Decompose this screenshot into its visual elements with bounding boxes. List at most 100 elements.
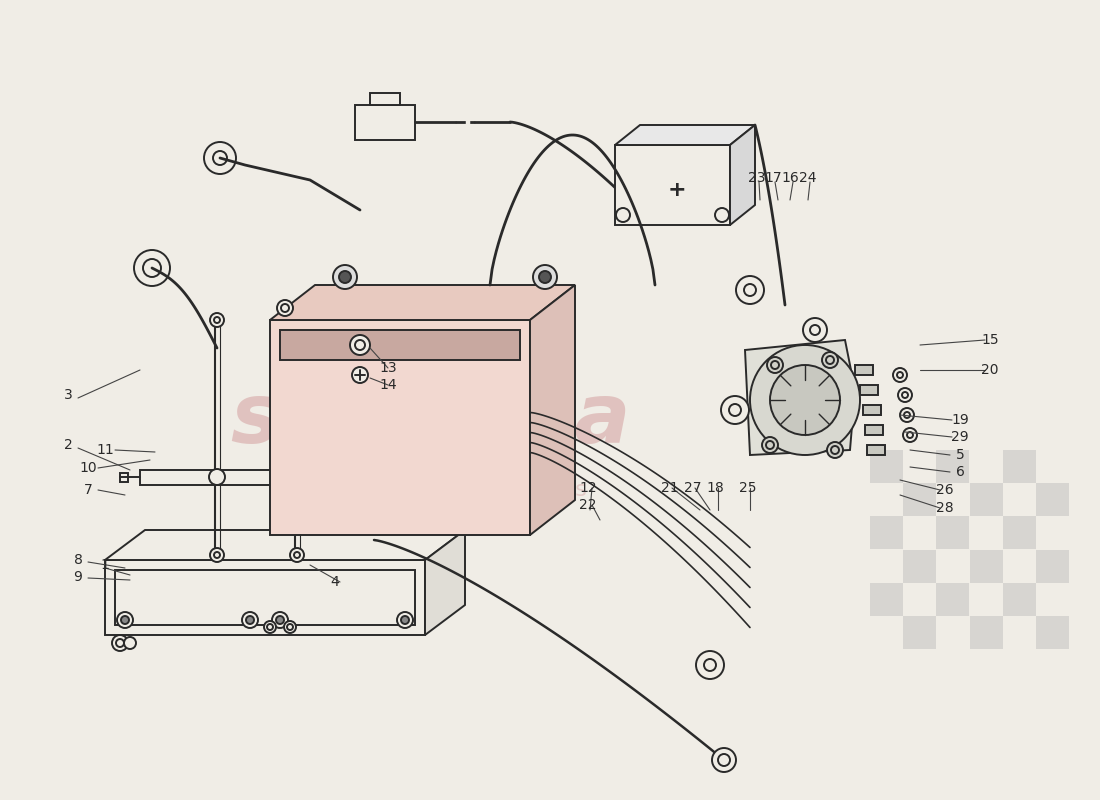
Bar xyxy=(970,483,1003,516)
Polygon shape xyxy=(615,125,755,145)
Circle shape xyxy=(770,365,840,435)
Text: 9: 9 xyxy=(74,570,82,584)
Circle shape xyxy=(898,388,912,402)
Text: 24: 24 xyxy=(800,171,816,185)
Circle shape xyxy=(736,276,764,304)
Circle shape xyxy=(210,548,224,562)
Text: 8: 8 xyxy=(74,553,82,567)
Bar xyxy=(1036,616,1069,649)
Circle shape xyxy=(209,469,226,485)
Bar xyxy=(903,550,936,583)
Bar xyxy=(370,93,400,105)
Circle shape xyxy=(204,142,236,174)
Bar xyxy=(120,473,128,482)
Bar xyxy=(870,583,903,616)
Text: +: + xyxy=(668,180,686,200)
Polygon shape xyxy=(270,285,575,320)
Circle shape xyxy=(397,612,412,628)
Text: 6: 6 xyxy=(956,465,965,479)
Bar xyxy=(280,330,520,360)
Circle shape xyxy=(290,548,304,562)
Circle shape xyxy=(712,748,736,772)
Bar xyxy=(355,105,415,140)
Bar xyxy=(1003,516,1036,549)
Circle shape xyxy=(276,616,284,624)
Text: 14: 14 xyxy=(379,378,397,392)
Text: 4: 4 xyxy=(331,575,340,589)
Bar xyxy=(970,616,1003,649)
Circle shape xyxy=(827,442,843,458)
Circle shape xyxy=(762,437,778,453)
Circle shape xyxy=(117,612,133,628)
Bar xyxy=(615,145,730,225)
Text: 25: 25 xyxy=(739,481,757,495)
Bar xyxy=(140,470,375,485)
Text: 3: 3 xyxy=(64,388,73,402)
Circle shape xyxy=(767,357,783,373)
Text: 12: 12 xyxy=(580,481,597,495)
Circle shape xyxy=(277,300,293,316)
Text: 15: 15 xyxy=(981,333,999,347)
Text: car   parts: car parts xyxy=(473,480,587,500)
Bar xyxy=(936,583,969,616)
Circle shape xyxy=(121,616,129,624)
Circle shape xyxy=(534,265,557,289)
Polygon shape xyxy=(745,340,855,455)
Bar xyxy=(104,560,425,635)
Circle shape xyxy=(134,250,170,286)
Bar xyxy=(970,550,1003,583)
Text: 29: 29 xyxy=(952,430,969,444)
Bar xyxy=(870,450,903,483)
Bar xyxy=(270,320,530,535)
Text: 17: 17 xyxy=(764,171,782,185)
Polygon shape xyxy=(104,530,465,560)
Circle shape xyxy=(539,271,551,283)
Bar xyxy=(860,385,878,395)
Polygon shape xyxy=(730,125,755,225)
Circle shape xyxy=(112,635,128,651)
Bar xyxy=(867,445,886,455)
Circle shape xyxy=(903,428,917,442)
Text: 23: 23 xyxy=(748,171,766,185)
Circle shape xyxy=(350,335,370,355)
Text: 7: 7 xyxy=(84,483,92,497)
Circle shape xyxy=(402,616,409,624)
Circle shape xyxy=(246,616,254,624)
Text: 2: 2 xyxy=(64,438,73,452)
Text: 11: 11 xyxy=(96,443,114,457)
Text: 20: 20 xyxy=(981,363,999,377)
Bar xyxy=(855,365,873,375)
Circle shape xyxy=(715,208,729,222)
Text: 18: 18 xyxy=(706,481,724,495)
Circle shape xyxy=(289,469,305,485)
Circle shape xyxy=(893,368,907,382)
Bar xyxy=(903,616,936,649)
Bar xyxy=(936,516,969,549)
Bar xyxy=(870,516,903,549)
Text: 1: 1 xyxy=(100,558,109,572)
Text: 16: 16 xyxy=(781,171,799,185)
Circle shape xyxy=(264,621,276,633)
Circle shape xyxy=(333,265,358,289)
Bar xyxy=(903,483,936,516)
Circle shape xyxy=(696,651,724,679)
Circle shape xyxy=(339,271,351,283)
Circle shape xyxy=(124,637,136,649)
Circle shape xyxy=(284,621,296,633)
Circle shape xyxy=(900,408,914,422)
Circle shape xyxy=(242,612,258,628)
Circle shape xyxy=(210,313,224,327)
Circle shape xyxy=(352,367,368,383)
Circle shape xyxy=(803,318,827,342)
Circle shape xyxy=(750,345,860,455)
Polygon shape xyxy=(530,285,575,535)
Text: scuderia: scuderia xyxy=(230,379,630,461)
Text: 28: 28 xyxy=(936,501,954,515)
Text: 13: 13 xyxy=(379,361,397,375)
Polygon shape xyxy=(425,530,465,635)
Text: 22: 22 xyxy=(580,498,596,512)
Bar xyxy=(1003,583,1036,616)
Circle shape xyxy=(290,313,304,327)
Bar xyxy=(1036,550,1069,583)
Text: 27: 27 xyxy=(684,481,702,495)
